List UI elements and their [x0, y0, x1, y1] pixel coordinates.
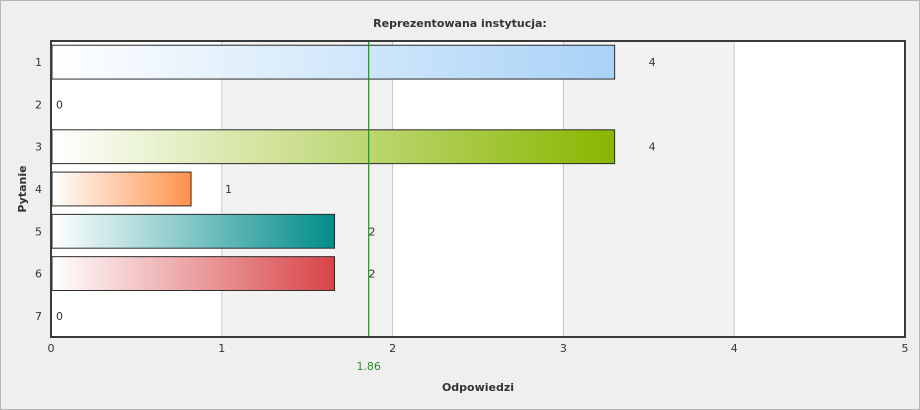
x-tick-label: 5 [902, 342, 909, 355]
x-tick-label: 2 [389, 342, 396, 355]
x-tick-label: 1 [218, 342, 225, 355]
y-tick-label: 3 [35, 141, 42, 154]
x-axis-ticks: 0 1 2 3 4 5 [48, 342, 909, 355]
data-label-1: 4 [649, 56, 656, 69]
plot-band-4 [734, 41, 905, 337]
bars-group [51, 44, 616, 291]
x-axis-title: Odpowiedzi [442, 381, 514, 394]
bar-6 [51, 256, 336, 291]
average-label: 1.86 [356, 360, 381, 373]
bar-1 [51, 44, 616, 80]
plot-band-3 [563, 41, 735, 337]
data-label-6: 2 [369, 268, 376, 281]
x-tick-label: 3 [560, 342, 567, 355]
y-tick-label: 4 [35, 183, 42, 196]
data-label-3: 4 [649, 141, 656, 154]
bar-5 [51, 213, 336, 249]
y-axis-ticks: 1 2 3 4 5 6 7 [35, 56, 42, 323]
data-label-2: 0 [56, 98, 63, 111]
y-tick-label: 5 [35, 225, 42, 238]
y-tick-label: 6 [35, 268, 42, 281]
x-tick-label: 0 [48, 342, 55, 355]
y-tick-label: 2 [35, 98, 42, 111]
plot-band-1 [221, 41, 393, 337]
y-axis-title: Pytanie [16, 165, 29, 212]
plot-band-2 [392, 41, 564, 337]
plot-border [50, 40, 906, 338]
y-tick-label: 7 [35, 310, 42, 323]
data-labels-group: 4 0 4 1 2 2 0 [56, 56, 656, 323]
y-tick-label: 1 [35, 56, 42, 69]
average-line-group: 1.86 [356, 41, 381, 373]
data-label-5: 2 [369, 225, 376, 238]
data-label-4: 1 [225, 183, 232, 196]
data-label-7: 0 [56, 310, 63, 323]
chart-title: Reprezentowana instytucja: [373, 17, 547, 30]
x-tick-label: 4 [731, 342, 738, 355]
bar-4 [51, 171, 192, 207]
bar-3 [51, 129, 616, 165]
